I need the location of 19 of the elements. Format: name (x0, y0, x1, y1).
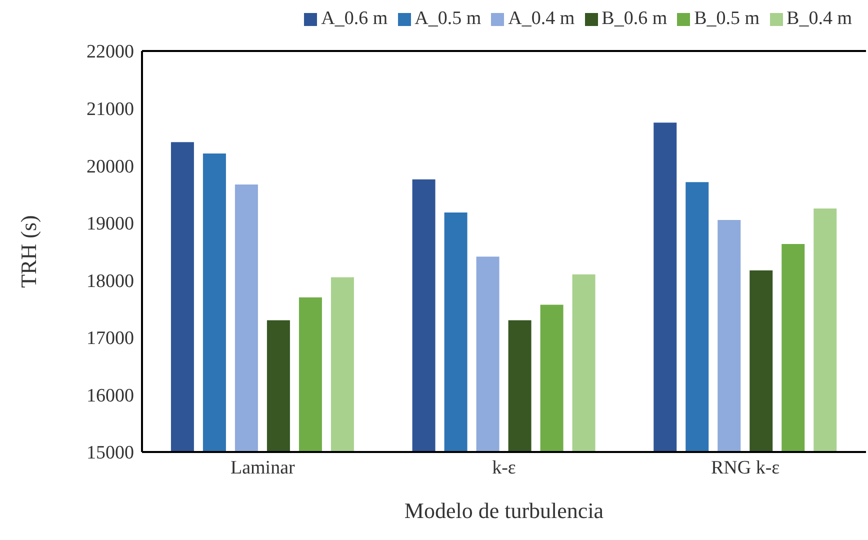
x-tick-label: Laminar (230, 457, 296, 478)
x-tick-label: k-ε (492, 457, 516, 478)
y-tick-label: 19000 (86, 214, 134, 235)
y-tick-label: 22000 (86, 42, 134, 63)
y-tick-label: 20000 (86, 156, 134, 178)
legend-label: A_0.6 m (321, 8, 388, 29)
x-axis-title: Modelo de turbulencia (404, 498, 604, 523)
legend-label: B_0.6 m (602, 8, 668, 29)
y-tick-label: 16000 (86, 385, 134, 406)
legend-label: A_0.5 m (414, 8, 482, 29)
y-tick-label: 15000 (86, 442, 134, 464)
y-tick-label: 21000 (86, 99, 134, 120)
legend-label: B_0.4 m (786, 8, 852, 29)
x-tick-label: RNG k-ε (710, 457, 780, 478)
y-tick-label: 17000 (86, 328, 134, 350)
legend-label: B_0.5 m (694, 8, 760, 29)
y-axis-title: TRH (s) (16, 215, 41, 288)
y-tick-label: 18000 (86, 270, 134, 292)
legend-label: A_0.4 m (508, 8, 575, 29)
